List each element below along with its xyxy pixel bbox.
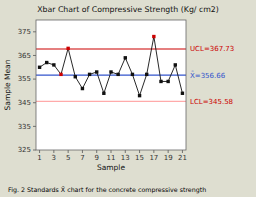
data-point xyxy=(159,80,162,83)
y-tick-label: 345 xyxy=(18,99,31,107)
x-tick-label: 13 xyxy=(121,154,130,162)
x-tick-label: 9 xyxy=(94,154,98,162)
chart: 32533534535536537513579111315171921UCL=3… xyxy=(0,0,256,197)
x-tick-label: 11 xyxy=(107,154,116,162)
data-point xyxy=(174,63,177,66)
y-tick-label: 335 xyxy=(18,123,31,131)
data-point xyxy=(131,73,134,76)
title: Xbar Chart of Compressive Strength (Kg/ … xyxy=(37,5,219,14)
plot-marks xyxy=(36,35,186,102)
control-line xyxy=(36,75,186,76)
y-tick xyxy=(33,79,36,80)
caption: Fig. 2 Standards X̄ chart for the concre… xyxy=(8,186,206,194)
data-point xyxy=(124,56,127,59)
x-tick xyxy=(68,150,69,153)
x-tick-label: 3 xyxy=(52,154,56,162)
control-line xyxy=(36,48,186,49)
y-tick xyxy=(33,126,36,127)
plot-area xyxy=(36,20,186,150)
control-line-label: X̄=356.66 xyxy=(190,70,226,79)
y-tick-label: 355 xyxy=(18,75,31,83)
x-tick xyxy=(168,150,169,153)
x-tick-label: 5 xyxy=(66,154,70,162)
x-tick-label: 21 xyxy=(178,154,187,162)
x-tick-label: 17 xyxy=(149,154,158,162)
x-tick xyxy=(39,150,40,153)
control-line xyxy=(36,101,186,102)
data-point xyxy=(181,92,184,95)
y-tick xyxy=(33,31,36,32)
data-point xyxy=(52,63,55,66)
x-tick xyxy=(53,150,54,153)
y-axis-label: Sample Mean xyxy=(3,59,12,110)
data-point xyxy=(66,47,69,50)
data-point xyxy=(145,73,148,76)
x-tick-label: 7 xyxy=(80,154,84,162)
data-point xyxy=(102,92,105,95)
x-tick xyxy=(125,150,126,153)
x-tick-label: 15 xyxy=(135,154,144,162)
data-point xyxy=(95,70,98,73)
data-line xyxy=(40,37,183,96)
plot-frame xyxy=(36,20,186,150)
x-tick xyxy=(139,150,140,153)
data-point xyxy=(138,94,141,97)
data-point xyxy=(88,73,91,76)
x-tick-label: 19 xyxy=(164,154,173,162)
data-point xyxy=(59,73,62,76)
data-point xyxy=(81,87,84,90)
x-tick xyxy=(82,150,83,153)
background xyxy=(0,0,256,197)
y-tick xyxy=(33,150,36,151)
data-point xyxy=(116,73,119,76)
data-point xyxy=(74,75,77,78)
y-tick-label: 375 xyxy=(18,28,31,36)
x-tick xyxy=(153,150,154,153)
y-tick xyxy=(33,102,36,103)
data-point xyxy=(109,70,112,73)
data-point xyxy=(166,80,169,83)
data-point xyxy=(152,35,155,38)
data-point xyxy=(45,61,48,64)
data-point xyxy=(38,66,41,69)
x-axis-label: Sample xyxy=(97,163,126,172)
y-tick xyxy=(33,55,36,56)
x-tick xyxy=(96,150,97,153)
y-tick-label: 325 xyxy=(18,146,31,154)
x-tick-label: 1 xyxy=(37,154,41,162)
control-line-label: UCL=367.73 xyxy=(190,45,234,53)
x-tick xyxy=(111,150,112,153)
control-line-label: LCL=345.58 xyxy=(190,98,233,106)
x-tick xyxy=(182,150,183,153)
y-tick-label: 365 xyxy=(18,52,31,60)
